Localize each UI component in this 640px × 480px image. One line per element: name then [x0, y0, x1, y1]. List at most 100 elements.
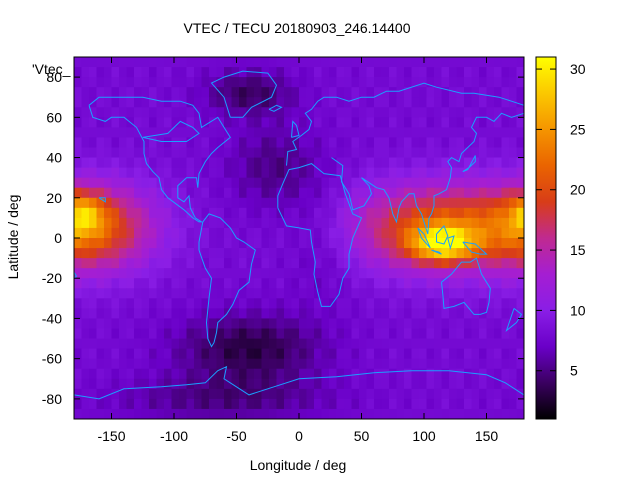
heatmap-cell — [261, 57, 270, 68]
heatmap-cell — [501, 338, 510, 350]
heatmap-cell — [351, 67, 360, 78]
heatmap-cell — [269, 398, 277, 410]
heatmap-cell — [359, 197, 367, 209]
heatmap-cell — [96, 127, 105, 138]
heatmap-cell — [306, 278, 315, 289]
heatmap-cell — [299, 328, 307, 339]
heatmap-cell — [464, 318, 472, 329]
heatmap-cell — [216, 348, 225, 360]
heatmap-cell — [74, 197, 82, 209]
heatmap-cell — [186, 248, 195, 259]
heatmap-cell — [179, 288, 187, 299]
heatmap-cell — [141, 248, 150, 259]
series-key-label: 'Vtec_ — [32, 61, 71, 77]
heatmap-cell — [171, 97, 180, 108]
heatmap-cell — [486, 207, 495, 219]
heatmap-cell — [389, 117, 397, 128]
heatmap-cell — [149, 127, 157, 138]
heatmap-cell — [314, 77, 322, 88]
heatmap-cell — [314, 278, 322, 289]
heatmap-cell — [89, 368, 97, 380]
heatmap-cell — [149, 67, 157, 78]
heatmap-cell — [111, 217, 120, 229]
heatmap-cell — [419, 408, 427, 420]
heatmap-cell — [231, 87, 240, 98]
heatmap-cell — [389, 167, 397, 179]
heatmap-cell — [306, 117, 315, 128]
heatmap-cell — [156, 318, 165, 329]
colorbar-frame — [535, 56, 557, 420]
heatmap-cell — [186, 398, 195, 410]
heatmap-cell — [156, 87, 165, 98]
heatmap-cell — [396, 298, 405, 309]
heatmap-cell — [246, 298, 255, 309]
heatmap-cell — [231, 227, 240, 239]
heatmap-cell — [216, 278, 225, 289]
heatmap-cell — [321, 147, 330, 158]
heatmap-cell — [276, 227, 285, 239]
heatmap-cell — [381, 238, 390, 249]
heatmap-cell — [404, 378, 412, 390]
heatmap-cell — [449, 127, 457, 138]
y-tick-label: -60 — [42, 351, 62, 367]
heatmap-cell — [336, 87, 345, 98]
heatmap-cell — [126, 147, 135, 158]
heatmap-cell — [134, 408, 142, 420]
heatmap-cell — [231, 408, 240, 420]
heatmap-cell — [374, 97, 382, 108]
heatmap-cell — [171, 207, 180, 219]
heatmap-cell — [359, 187, 367, 199]
heatmap-cell — [276, 147, 285, 158]
heatmap-cell — [209, 398, 217, 410]
heatmap-cell — [269, 177, 277, 189]
heatmap-cell — [441, 147, 450, 158]
heatmap-cell — [201, 147, 210, 158]
heatmap-cell — [471, 318, 480, 329]
heatmap-cell — [224, 127, 232, 138]
heatmap-cell — [216, 258, 225, 269]
heatmap-cell — [291, 298, 300, 309]
heatmap-cell — [359, 258, 367, 269]
heatmap-cell — [179, 338, 187, 350]
heatmap-cell — [351, 328, 360, 339]
heatmap-cell — [336, 268, 345, 279]
heatmap-cell — [141, 67, 150, 78]
heatmap-cell — [516, 197, 525, 209]
heatmap-cell — [156, 117, 165, 128]
heatmap-cell — [239, 288, 247, 299]
heatmap-cell — [486, 338, 495, 350]
heatmap-cell — [359, 398, 367, 410]
heatmap-cell — [479, 328, 487, 339]
heatmap-cell — [486, 398, 495, 410]
heatmap-cell — [246, 217, 255, 229]
heatmap-cell — [284, 358, 292, 370]
heatmap-cell — [179, 328, 187, 339]
heatmap-cell — [231, 288, 240, 299]
heatmap-cell — [89, 197, 97, 209]
heatmap-cell — [186, 258, 195, 269]
heatmap-cell — [186, 358, 195, 370]
heatmap-cell — [269, 87, 277, 98]
heatmap-cell — [486, 227, 495, 239]
heatmap-cell — [366, 328, 375, 339]
heatmap-cell — [111, 308, 120, 319]
heatmap-cell — [216, 67, 225, 78]
heatmap-cell — [261, 127, 270, 138]
heatmap-cell — [224, 388, 232, 400]
heatmap-cell — [239, 117, 247, 128]
heatmap-cell — [141, 258, 150, 269]
heatmap-cell — [366, 57, 375, 68]
heatmap-cell — [74, 77, 82, 88]
heatmap-cell — [404, 368, 412, 380]
heatmap-cell — [426, 97, 435, 108]
heatmap-cell — [261, 77, 270, 88]
heatmap-cell — [449, 238, 457, 249]
heatmap-cell — [479, 87, 487, 98]
heatmap-cell — [201, 408, 210, 420]
heatmap-cell — [501, 87, 510, 98]
heatmap-cell — [239, 318, 247, 329]
heatmap-cell — [216, 378, 225, 390]
heatmap-cell — [276, 57, 285, 68]
heatmap-cell — [419, 258, 427, 269]
heatmap-cell — [329, 308, 337, 319]
